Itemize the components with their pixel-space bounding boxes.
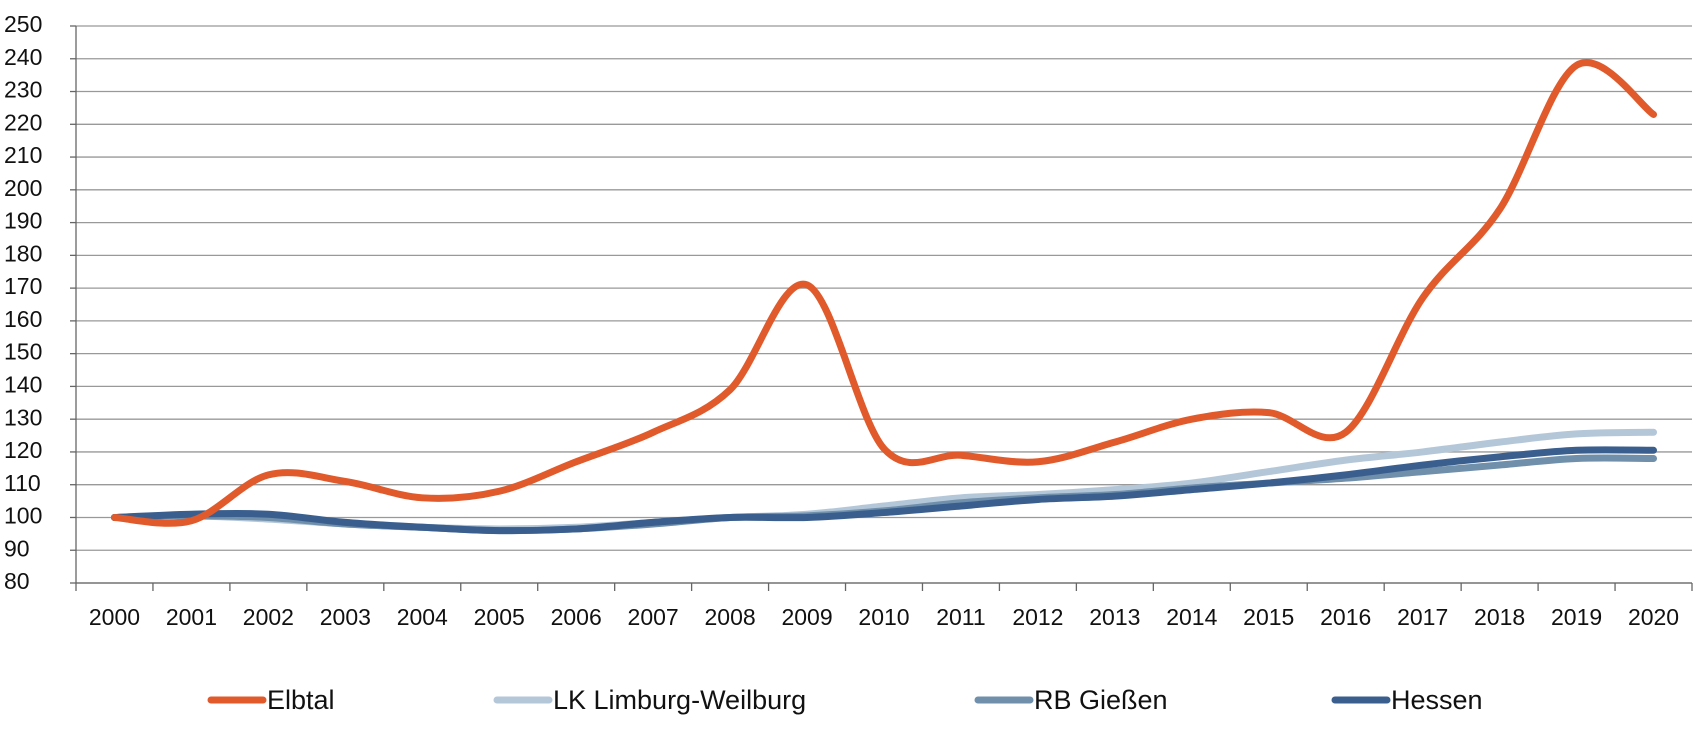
y-tick-label: 240 (4, 44, 42, 70)
y-tick-label: 160 (4, 306, 42, 332)
y-tick-label: 220 (4, 109, 42, 135)
y-tick-label: 180 (4, 240, 42, 266)
x-tick-label: 2015 (1243, 604, 1294, 630)
y-tick-label: 170 (4, 273, 42, 299)
x-tick-label: 2018 (1474, 604, 1525, 630)
y-tick-label: 190 (4, 208, 42, 234)
x-tick-label: 2012 (1012, 604, 1063, 630)
x-tick-label: 2016 (1320, 604, 1371, 630)
y-tick-label: 100 (4, 503, 42, 529)
y-tick-label: 230 (4, 77, 42, 103)
y-tick-label: 80 (4, 568, 30, 594)
legend-label: Hessen (1391, 685, 1483, 715)
y-tick-label: 110 (4, 470, 41, 496)
x-tick-label: 2001 (166, 604, 217, 630)
legend-label: Elbtal (267, 685, 335, 715)
y-tick-label: 210 (4, 142, 42, 168)
x-tick-label: 2005 (474, 604, 525, 630)
x-tick-label: 2003 (320, 604, 371, 630)
x-tick-label: 2002 (243, 604, 294, 630)
x-tick-label: 2008 (705, 604, 756, 630)
legend-label: RB Gießen (1034, 685, 1168, 715)
x-tick-label: 2019 (1551, 604, 1602, 630)
y-tick-label: 140 (4, 371, 42, 397)
series-line (110, 446, 1658, 535)
y-tick-label: 120 (4, 437, 42, 463)
y-tick-label: 250 (4, 11, 42, 37)
legend-label: LK Limburg-Weilburg (553, 685, 806, 715)
y-tick-label: 90 (4, 535, 30, 561)
x-tick-label: 2020 (1628, 604, 1679, 630)
y-tick-label: 130 (4, 404, 42, 430)
x-tick-label: 2017 (1397, 604, 1448, 630)
x-tick-label: 2009 (781, 604, 832, 630)
x-tick-label: 2011 (936, 604, 985, 630)
x-tick-label: 2004 (397, 604, 448, 630)
y-tick-label: 200 (4, 175, 42, 201)
x-tick-label: 2013 (1089, 604, 1140, 630)
y-tick-label: 150 (4, 339, 42, 365)
series-line (110, 59, 1658, 527)
x-tick-label: 2007 (628, 604, 679, 630)
x-tick-label: 2014 (1166, 604, 1217, 630)
x-tick-label: 2006 (551, 604, 602, 630)
x-tick-label: 2010 (858, 604, 909, 630)
x-tick-label: 2000 (89, 604, 140, 630)
